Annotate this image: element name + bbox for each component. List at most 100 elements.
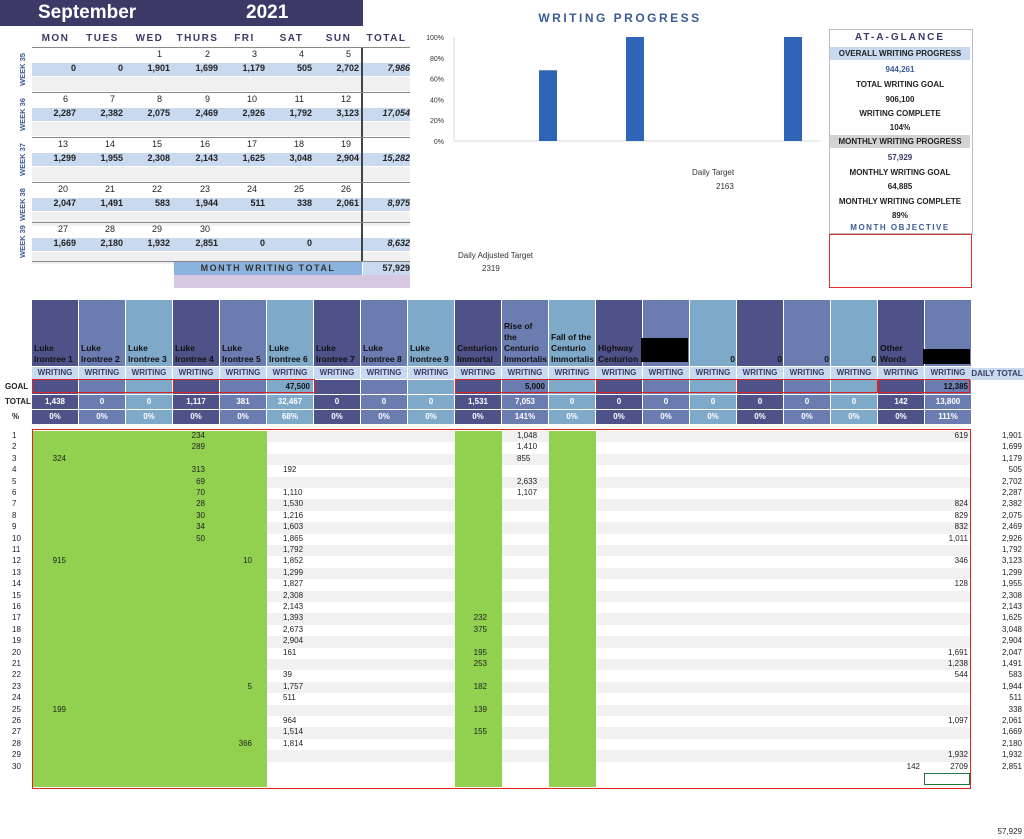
goal-cell[interactable]: [361, 380, 407, 394]
day-word-count[interactable]: 2,904: [336, 153, 359, 163]
goal-cell[interactable]: [79, 380, 125, 394]
word-count-cell[interactable]: 1,238: [947, 659, 968, 668]
word-count-cell[interactable]: 324: [52, 453, 66, 463]
word-count-cell[interactable]: 69: [196, 476, 205, 486]
day-word-count[interactable]: 583: [154, 198, 170, 208]
word-count-cell[interactable]: 1,048: [517, 431, 538, 440]
goal-cell[interactable]: 47,500: [267, 380, 313, 394]
column-header[interactable]: Other Words: [878, 300, 924, 366]
goal-cell[interactable]: [408, 380, 454, 394]
word-count-cell[interactable]: 182: [473, 681, 487, 691]
word-count-cell[interactable]: 1,932: [947, 750, 968, 760]
day-word-count[interactable]: 2,047: [53, 198, 76, 208]
word-count-cell[interactable]: 2,904: [283, 636, 304, 646]
day-word-count[interactable]: 2,308: [147, 153, 170, 163]
column-header[interactable]: Luke Irontree 3: [126, 300, 172, 366]
goal-cell[interactable]: [173, 380, 219, 394]
goal-cell[interactable]: [220, 380, 266, 394]
word-count-cell[interactable]: 1,393: [283, 613, 304, 623]
selected-cell[interactable]: [924, 773, 970, 785]
day-word-count[interactable]: 2,180: [100, 238, 123, 248]
day-word-count[interactable]: 2,851: [195, 238, 218, 248]
word-count-cell[interactable]: 2,633: [517, 476, 538, 486]
day-word-count[interactable]: 0: [259, 238, 265, 248]
word-count-cell[interactable]: 289: [191, 442, 205, 452]
day-word-count[interactable]: 2,061: [336, 198, 359, 208]
day-word-count[interactable]: 2,382: [100, 108, 123, 118]
word-count-cell[interactable]: 128: [954, 579, 968, 589]
goal-cell[interactable]: [126, 380, 172, 394]
goal-cell[interactable]: [596, 380, 642, 394]
word-count-cell[interactable]: 511: [283, 693, 296, 703]
day-word-count[interactable]: 511: [250, 198, 265, 208]
goal-cell[interactable]: [549, 380, 595, 394]
word-count-cell[interactable]: 1,757: [283, 681, 304, 691]
column-header[interactable]: Luke Irontree 4: [173, 300, 219, 366]
word-count-cell[interactable]: 1,827: [283, 579, 304, 589]
day-word-count[interactable]: 2,287: [53, 108, 76, 118]
word-count-cell[interactable]: 1,814: [283, 738, 304, 748]
word-count-cell[interactable]: 30: [196, 510, 205, 520]
word-count-cell[interactable]: 34: [196, 522, 205, 532]
word-count-cell[interactable]: 375: [473, 624, 487, 634]
day-word-count[interactable]: 505: [296, 63, 312, 73]
column-header[interactable]: Luke Irontree 2: [79, 300, 125, 366]
goal-cell[interactable]: [690, 380, 736, 394]
column-header[interactable]: Luke Irontree 5: [220, 300, 266, 366]
word-count-cell[interactable]: 1,691: [947, 647, 968, 657]
word-count-cell[interactable]: 1,299: [283, 567, 304, 577]
word-count-cell[interactable]: 10: [243, 556, 252, 566]
word-count-cell[interactable]: 50: [196, 533, 205, 543]
column-header[interactable]: Luke Irontree 7: [314, 300, 360, 366]
goal-cell[interactable]: [737, 380, 783, 394]
word-count-cell[interactable]: 161: [283, 647, 297, 657]
day-word-count[interactable]: 1,491: [100, 198, 123, 208]
word-count-cell[interactable]: 964: [283, 716, 297, 725]
word-count-cell[interactable]: 1,097: [947, 716, 968, 725]
word-count-cell[interactable]: 1,852: [283, 556, 304, 566]
word-count-cell[interactable]: 234: [191, 431, 205, 440]
day-word-count[interactable]: 2,143: [195, 153, 218, 163]
word-count-cell[interactable]: 1,603: [283, 522, 304, 532]
goal-cell[interactable]: [643, 380, 689, 394]
word-count-cell[interactable]: 346: [954, 556, 968, 566]
word-count-cell[interactable]: 832: [954, 522, 968, 532]
day-word-count[interactable]: 1,792: [289, 108, 312, 118]
day-word-count[interactable]: 1,944: [195, 198, 218, 208]
day-word-count[interactable]: 2,926: [242, 108, 265, 118]
column-header[interactable]: Fall of the Centurio Immortalis: [549, 300, 595, 366]
word-count-cell[interactable]: 199: [52, 704, 66, 714]
column-header[interactable]: Luke Irontree 6: [267, 300, 313, 366]
day-word-count[interactable]: 1,669: [53, 238, 76, 248]
word-count-cell[interactable]: 313: [191, 465, 205, 475]
month-objective-box[interactable]: [829, 234, 972, 288]
day-word-count[interactable]: 1,955: [100, 153, 123, 163]
word-count-cell[interactable]: 39: [283, 670, 292, 680]
column-header[interactable]: Luke Irontree 1: [32, 300, 78, 366]
word-count-cell[interactable]: 139: [473, 704, 487, 714]
column-header[interactable]: Rise of the Centurio Immortalis: [502, 300, 548, 366]
goal-cell[interactable]: [455, 380, 501, 394]
word-count-cell[interactable]: 366: [238, 738, 252, 748]
column-header[interactable]: 0: [690, 300, 736, 366]
word-count-cell[interactable]: 544: [954, 670, 968, 680]
word-count-cell[interactable]: 155: [473, 727, 487, 737]
column-header[interactable]: 0: [784, 300, 830, 366]
day-word-count[interactable]: 2,075: [147, 108, 170, 118]
day-word-count[interactable]: 3,123: [336, 108, 359, 118]
word-count-cell[interactable]: 28: [196, 499, 205, 509]
day-word-count[interactable]: 1,179: [242, 63, 265, 73]
word-count-cell[interactable]: 2709: [950, 761, 968, 771]
day-word-count[interactable]: 1,932: [147, 238, 170, 248]
day-word-count[interactable]: 0: [117, 63, 123, 73]
goal-cell[interactable]: [314, 380, 360, 394]
word-count-cell[interactable]: 1,865: [283, 533, 304, 543]
word-count-cell[interactable]: 829: [954, 510, 968, 520]
word-count-cell[interactable]: 70: [196, 488, 205, 497]
word-count-cell[interactable]: 232: [473, 613, 487, 623]
word-count-cell[interactable]: 619: [954, 431, 968, 440]
goal-cell[interactable]: 12,385: [925, 380, 971, 394]
word-count-cell[interactable]: 1,410: [517, 442, 538, 452]
word-count-cell[interactable]: 2,308: [283, 590, 304, 600]
column-header[interactable]: Centurion Immortal: [455, 300, 501, 366]
